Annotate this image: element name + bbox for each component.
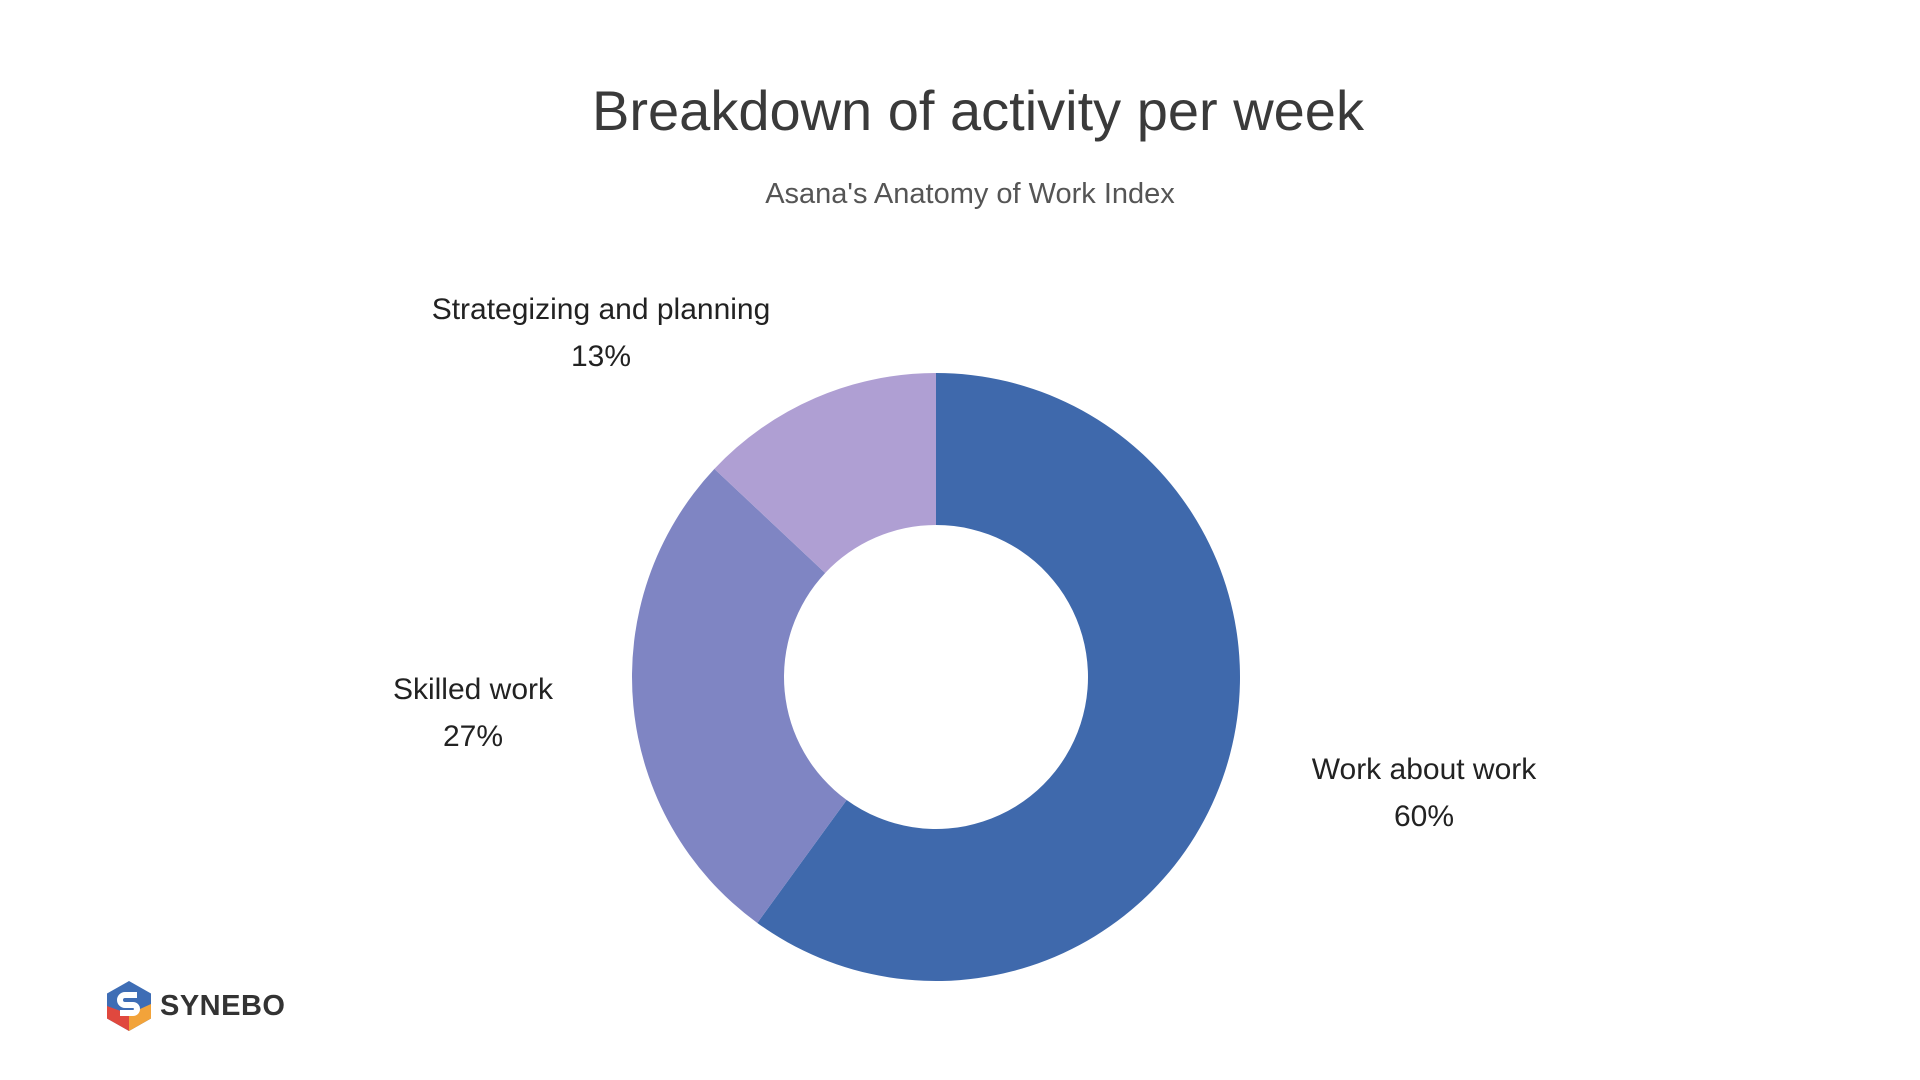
donut-slice-work-about-work <box>757 373 1240 981</box>
slice-label-text: Skilled work <box>392 673 554 706</box>
chart-subtitle: Asana's Anatomy of Work Index <box>765 178 1175 210</box>
logo-text: SYNEBO <box>160 989 286 1022</box>
slice-value-text: 60% <box>1393 800 1455 833</box>
synebo-logo: SYNEBO <box>106 980 285 1032</box>
slice-label-text: Work about work <box>1311 753 1537 786</box>
slice-label-skilled-work: Skilled work 27% <box>173 666 773 760</box>
slice-label-strategizing: Strategizing and planning 13% <box>301 286 901 380</box>
slice-value-text: 13% <box>570 340 632 373</box>
slice-value-text: 27% <box>442 720 504 753</box>
donut-slice-skilled-work <box>632 468 847 923</box>
synebo-hexagon-icon <box>107 981 151 1031</box>
slice-label-text: Strategizing and planning <box>431 293 771 326</box>
chart-title: Breakdown of activity per week <box>592 79 1364 142</box>
donut-slice-strategizing-and-planning <box>714 373 936 573</box>
slice-label-work-about-work: Work about work 60% <box>1124 746 1724 840</box>
